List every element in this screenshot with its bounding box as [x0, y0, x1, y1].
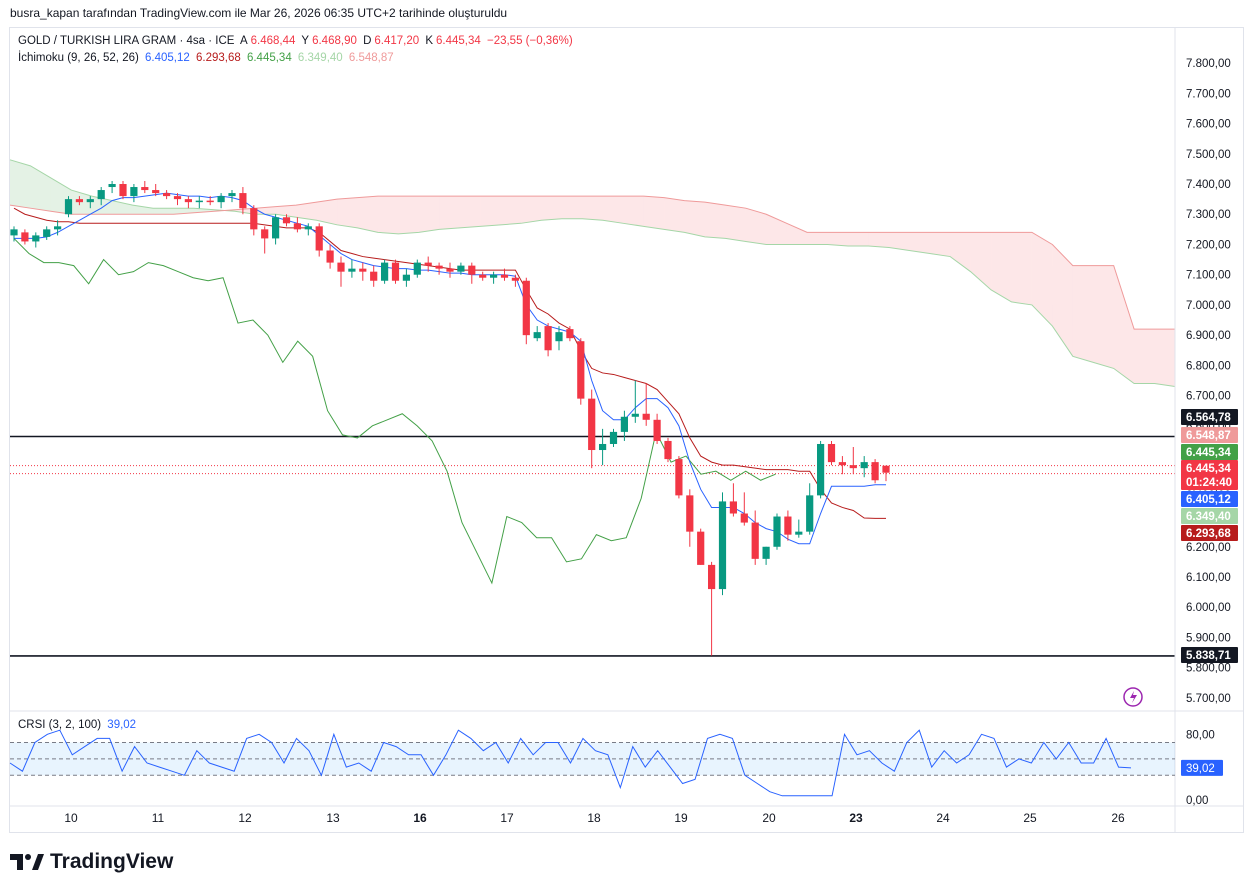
- crsi-name: CRSI (3, 2, 100): [18, 719, 102, 731]
- high-label: Y: [301, 35, 310, 47]
- open-value: 6.468,44: [250, 35, 296, 47]
- crsi-value: 39,02: [107, 719, 137, 731]
- tradingview-brand[interactable]: TradingView: [10, 850, 173, 874]
- close-label: K: [425, 35, 434, 47]
- brand-name: TradingView: [50, 850, 174, 873]
- tradingview-logo-icon: [10, 854, 44, 870]
- change-value: −23,55 (−0,36%): [486, 35, 573, 47]
- close-value: 6.445,34: [436, 35, 481, 47]
- ichimoku-chikou-value: 6.445,34: [246, 52, 292, 64]
- ichimoku-kijun-value: 6.293,68: [195, 52, 241, 64]
- chart-frame[interactable]: [9, 27, 1244, 833]
- symbol-label: GOLD / TURKISH LIRA GRAM · 4sa · ICE: [18, 35, 235, 47]
- crsi-legend: CRSI (3, 2, 100) 39,02: [18, 719, 139, 731]
- low-value: 6.417,20: [374, 35, 420, 47]
- price-legend: GOLD / TURKISH LIRA GRAM · 4sa · ICE A 6.…: [18, 35, 576, 47]
- ichimoku-span-b-value: 6.548,87: [348, 52, 394, 64]
- chart-caption: busra_kapan tarafından TradingView.com i…: [10, 6, 508, 20]
- ichimoku-tenkan-value: 6.405,12: [145, 52, 190, 64]
- ichimoku-name: İchimoku (9, 26, 52, 26): [18, 52, 139, 64]
- ichimoku-legend: İchimoku (9, 26, 52, 26) 6.405,12 6.293,…: [18, 52, 397, 64]
- ichimoku-span-a-value: 6.349,40: [297, 52, 343, 64]
- high-value: 6.468,90: [312, 35, 357, 47]
- low-label: D: [363, 35, 372, 47]
- open-label: A: [239, 35, 248, 47]
